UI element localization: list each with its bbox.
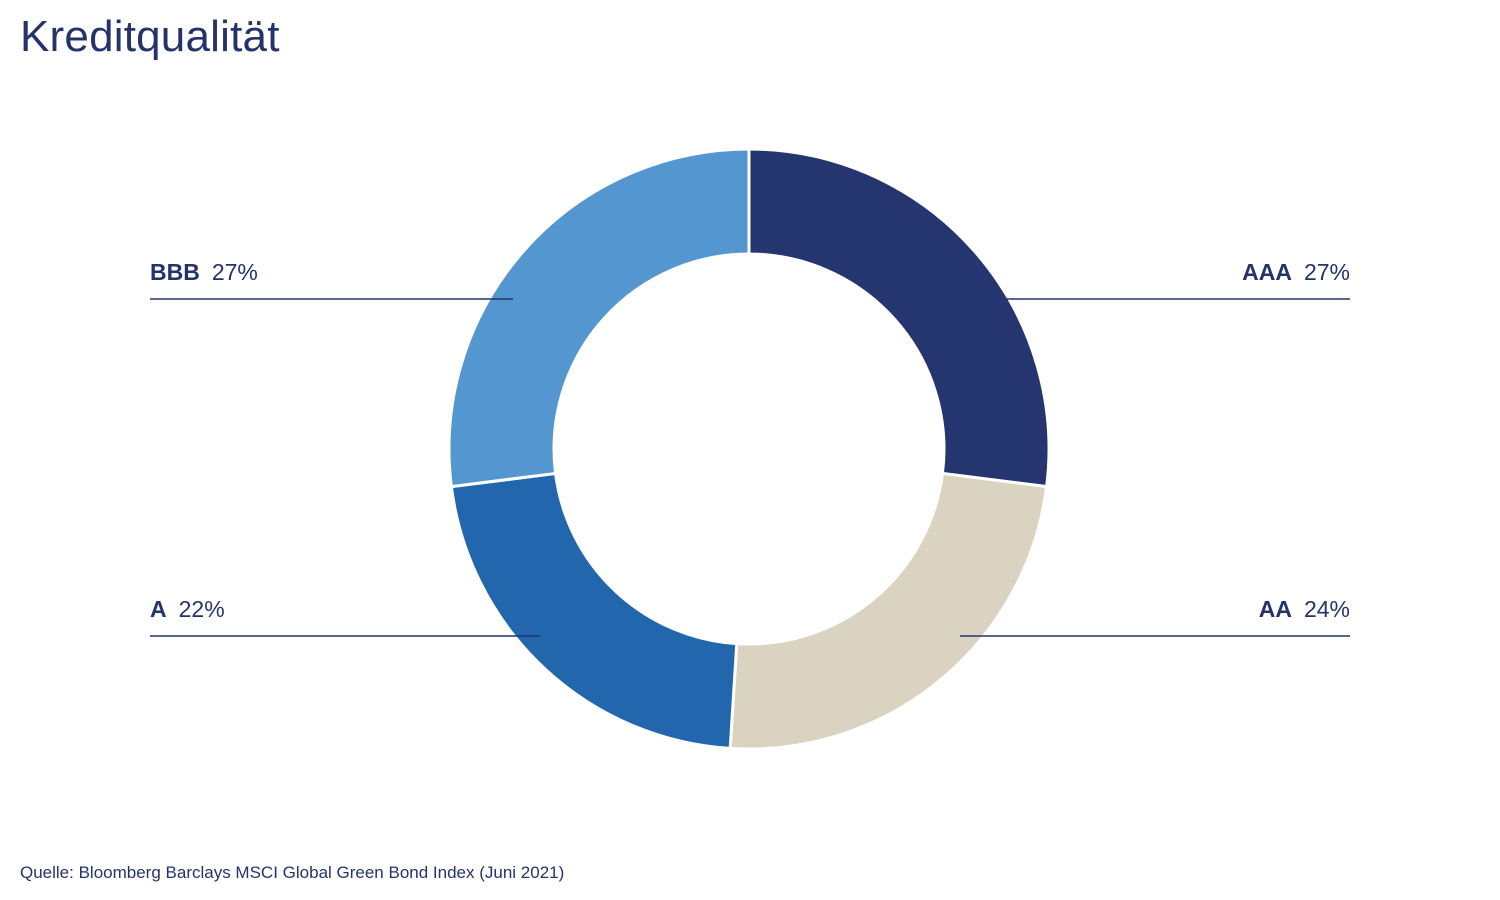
slice-category-aaa: AAA	[1242, 259, 1292, 285]
slice-a	[449, 471, 739, 751]
slice-aa	[728, 471, 1049, 751]
slice-value-aaa: 27%	[1304, 259, 1350, 285]
slice-value-a: 22%	[179, 596, 225, 622]
slice-value-aa: 24%	[1304, 596, 1350, 622]
chart-title: Kreditqualität	[20, 12, 280, 61]
slice-label-bbb: BBB 27%	[150, 259, 258, 285]
slice-aaa	[747, 147, 1051, 489]
slice-labels: AAA 27% AA 24% BBB 27% A 22%	[150, 259, 1350, 637]
donut-slices	[447, 147, 1051, 751]
slice-label-a: A 22%	[150, 596, 225, 622]
source-note: Quelle: Bloomberg Barclays MSCI Global G…	[20, 863, 565, 882]
slice-label-aaa: AAA 27%	[1242, 259, 1350, 285]
slice-label-aa: AA 24%	[1259, 596, 1350, 622]
slice-value-bbb: 27%	[212, 259, 258, 285]
slice-category-a: A	[150, 596, 167, 622]
slice-category-bbb: BBB	[150, 259, 200, 285]
slice-category-aa: AA	[1259, 596, 1292, 622]
slice-bbb	[447, 147, 751, 489]
